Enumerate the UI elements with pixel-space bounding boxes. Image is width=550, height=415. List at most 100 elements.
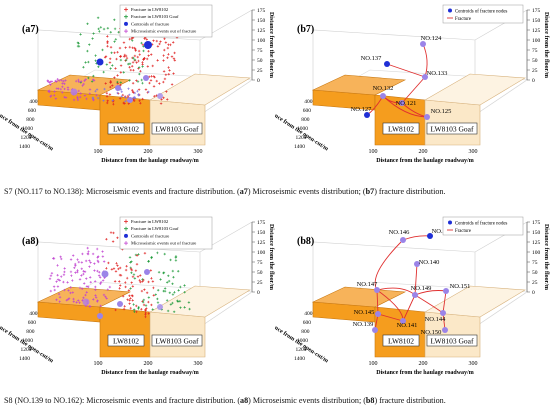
event-mark	[94, 285, 97, 289]
event-mark	[54, 97, 58, 100]
event-mark	[95, 94, 98, 97]
event-mark	[78, 278, 82, 281]
event-mark	[52, 257, 55, 260]
goaf-label: LW8103 Goaf	[431, 337, 474, 346]
event-mark	[59, 87, 63, 91]
event-mark	[165, 90, 168, 93]
fracture-node-label: NO.133	[427, 70, 448, 77]
event-mark	[135, 79, 138, 82]
event-mark	[93, 280, 97, 283]
event-mark	[88, 43, 91, 46]
fracture-node	[380, 93, 386, 99]
event-mark	[131, 39, 134, 42]
z-tick-label: 75	[257, 48, 263, 54]
event-mark	[89, 261, 92, 264]
event-mark	[82, 296, 85, 300]
event-mark	[98, 271, 101, 274]
event-mark	[127, 87, 130, 90]
goaf-label: LW8103 Goaf	[156, 337, 199, 346]
event-mark	[118, 97, 122, 100]
event-mark	[69, 270, 73, 274]
event-mark	[97, 274, 101, 277]
event-mark	[75, 301, 78, 304]
event-mark	[92, 74, 95, 78]
event-mark	[69, 291, 72, 295]
legend-box	[119, 216, 213, 250]
fracture-node-label: NO.146	[389, 229, 411, 236]
event-mark	[119, 58, 123, 62]
event-mark	[166, 309, 170, 313]
event-mark	[142, 303, 146, 307]
event-mark	[60, 79, 63, 82]
event-mark	[111, 64, 114, 67]
event-mark	[167, 66, 170, 69]
event-mark	[56, 285, 60, 288]
event-mark	[61, 85, 64, 88]
event-mark	[159, 102, 163, 105]
event-mark	[104, 295, 107, 299]
event-mark	[177, 289, 180, 292]
event-mark	[162, 80, 165, 84]
event-mark	[128, 65, 131, 69]
caption-a-text: ) Microseismic events distribution; (	[247, 187, 366, 196]
event-mark	[101, 250, 104, 253]
event-mark	[124, 58, 128, 62]
event-mark	[156, 297, 159, 301]
z-tick-label: 100	[257, 38, 266, 44]
event-mark	[109, 231, 113, 234]
event-mark	[147, 280, 150, 284]
z-axis-label: Distance from the floor/m	[543, 224, 549, 290]
event-mark	[188, 307, 191, 311]
event-mark	[165, 281, 169, 284]
event-mark	[103, 87, 106, 91]
fracture-node	[412, 292, 418, 298]
caption-tag-b: b8	[365, 396, 375, 405]
legend-entry: Fracture	[455, 229, 471, 234]
legend-entry: Centroids of fracture	[131, 233, 169, 238]
y-tick-label: 400	[304, 99, 313, 105]
event-mark	[135, 262, 139, 266]
event-mark	[150, 303, 153, 307]
event-mark	[153, 95, 156, 98]
event-mark	[149, 269, 153, 272]
z-tick-label: 0	[257, 78, 260, 84]
event-mark	[82, 82, 85, 86]
x-tick-label: 300	[194, 361, 203, 367]
event-mark	[61, 91, 64, 94]
fracture-node	[364, 112, 370, 118]
event-mark	[112, 102, 115, 106]
legend-box	[119, 4, 213, 38]
event-mark	[164, 41, 168, 44]
fracture-line	[382, 95, 428, 118]
event-mark	[148, 81, 151, 85]
y-tick-label: 600	[303, 108, 312, 114]
event-mark	[99, 26, 103, 29]
legend-swatch	[124, 29, 128, 34]
legend-entry: Fracture in LW8103 Goaf	[131, 226, 179, 231]
event-mark	[53, 90, 56, 93]
event-mark	[173, 291, 176, 294]
event-mark	[145, 307, 148, 310]
centroid-marker	[96, 58, 104, 66]
event-mark	[146, 65, 150, 68]
event-mark	[49, 274, 53, 278]
y-tick-label: 800	[26, 329, 35, 335]
goaf-face	[424, 99, 481, 146]
x-tick-label: 100	[369, 149, 378, 155]
event-mark	[173, 59, 177, 62]
z-tick-label: 25	[532, 280, 538, 286]
event-mark	[119, 274, 123, 277]
event-mark	[119, 81, 123, 84]
event-mark	[141, 81, 144, 85]
event-mark	[76, 98, 80, 102]
event-mark	[70, 274, 73, 277]
event-mark	[121, 93, 125, 97]
event-mark	[66, 298, 70, 301]
event-mark	[122, 41, 126, 44]
event-mark	[106, 27, 110, 30]
event-mark	[168, 69, 171, 72]
event-mark	[118, 280, 121, 283]
event-mark	[116, 82, 119, 85]
event-mark	[130, 294, 134, 297]
event-mark	[120, 95, 123, 98]
